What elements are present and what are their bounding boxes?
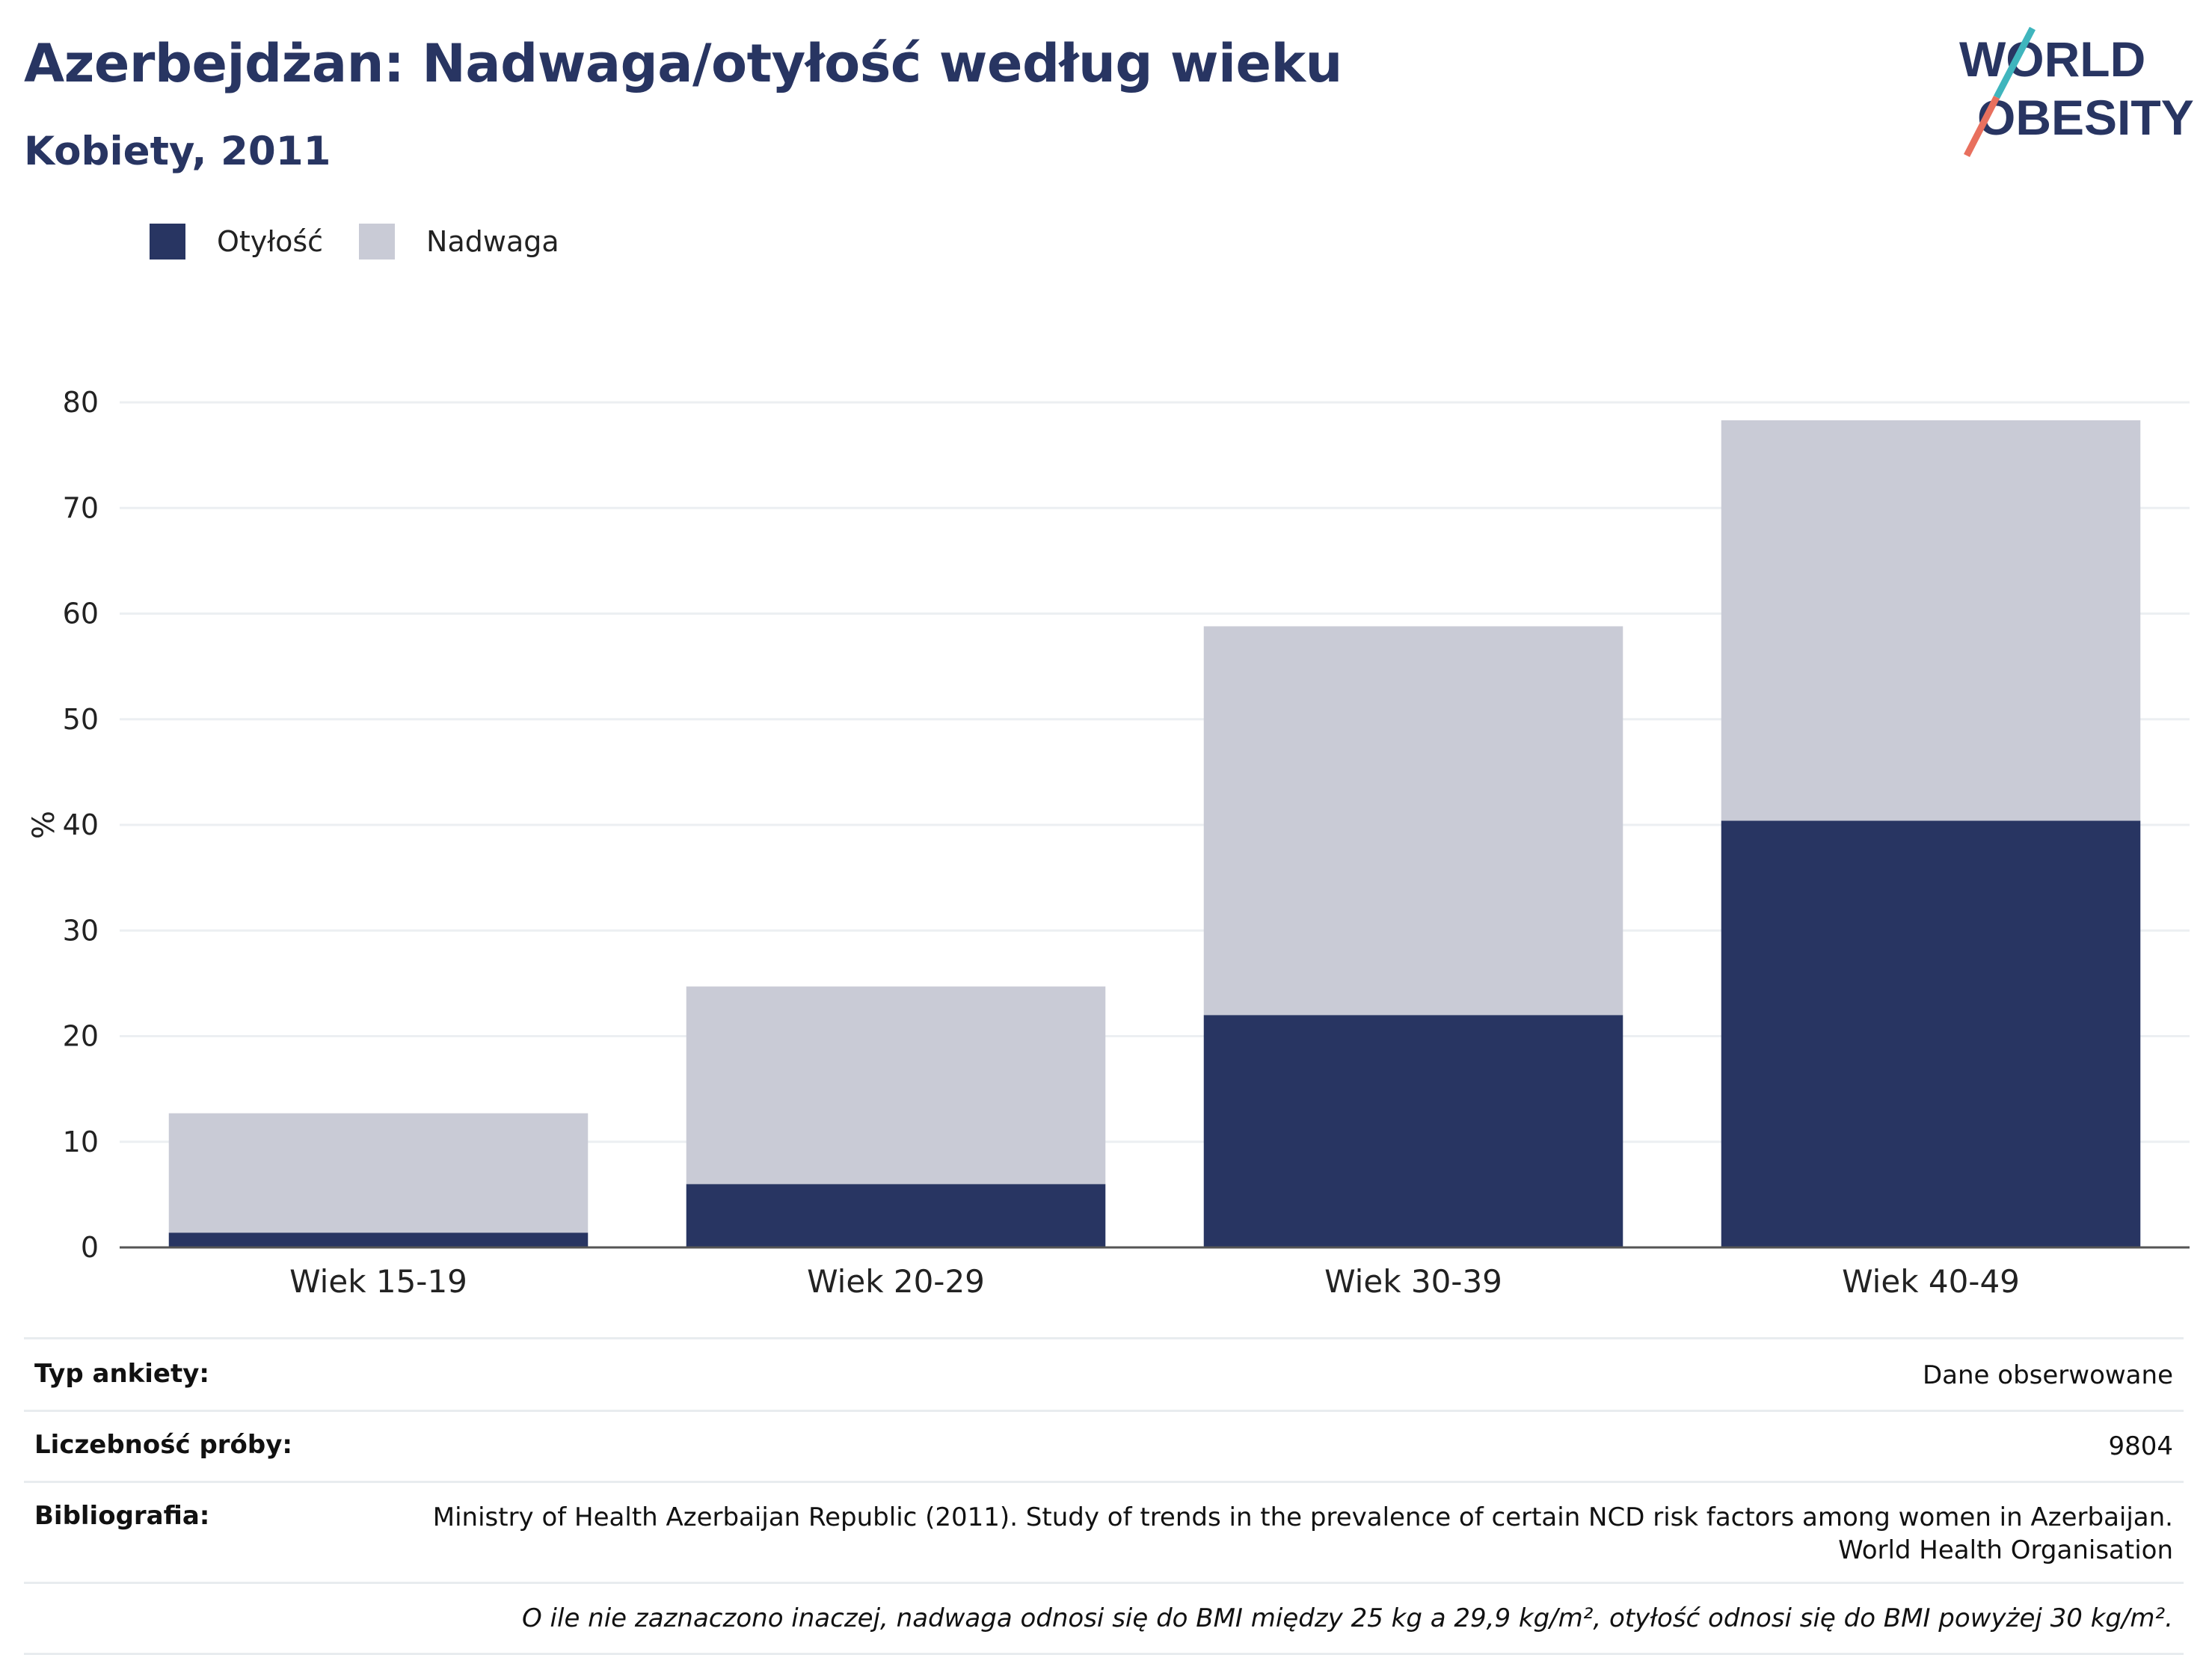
y-tick-label: 20: [63, 1020, 99, 1053]
bar-nadwaga: [168, 1113, 589, 1233]
bar-nadwaga: [1721, 420, 2141, 821]
y-tick-label: 30: [63, 914, 99, 947]
legend-swatch-nadwaga: [359, 224, 396, 260]
bar-otylosc: [168, 1232, 589, 1247]
chart-legend: Otyłość Nadwaga: [150, 223, 595, 260]
bar-otylosc: [1721, 820, 2141, 1247]
x-tick-label: Wiek 30-39: [1324, 1263, 1502, 1294]
y-tick-label: 80: [63, 386, 99, 419]
legend-label-nadwaga: Nadwaga: [426, 225, 559, 258]
y-tick-label: 10: [63, 1126, 99, 1158]
legend-swatch-otylosc: [150, 224, 185, 260]
bar-otylosc: [686, 1184, 1106, 1247]
legend-label-otylosc: Otyłość: [217, 225, 324, 258]
survey-type-label: Typ ankiety:: [34, 1359, 209, 1389]
info-row-survey-type: Typ ankiety: Dane obserwowane: [24, 1337, 2184, 1410]
stacked-bar-chart: 0 10 20 30 40 50 60 70 80% Wiek 15-19 Wiek 20-29 Wi…: [27, 386, 2190, 1294]
x-tick-label: Wiek 40-49: [1842, 1263, 2020, 1294]
bar-nadwaga: [686, 986, 1106, 1185]
world-obesity-logo: WORLD OBESITY: [1959, 26, 2194, 158]
logo-slash-bottom: [1963, 95, 2000, 158]
survey-type-value: Dane obserwowane: [1922, 1360, 2173, 1390]
y-axis-label: %: [27, 811, 61, 839]
y-tick-label: 50: [63, 703, 99, 736]
page-title: Azerbejdżan: Nadwaga/otyłość według wiek…: [24, 33, 1342, 94]
y-tick-label: 60: [63, 598, 99, 630]
sample-size-label: Liczebność próby:: [34, 1430, 293, 1460]
logo-line2: OBESITY: [1977, 90, 2194, 145]
definition-note: O ile nie zaznaczono inaczej, nadwaga od…: [24, 1582, 2184, 1655]
y-tick-label: 70: [63, 491, 99, 524]
sample-size-value: 9804: [2108, 1431, 2173, 1461]
bar-otylosc: [1203, 1015, 1623, 1247]
page-subtitle: Kobiety, 2011: [24, 129, 331, 174]
info-row-bibliography: Bibliografia: Ministry of Health Azerbai…: [24, 1481, 2184, 1582]
y-tick-label: 40: [63, 808, 99, 841]
logo-slash-top: [1994, 26, 2036, 99]
bibliography-line1: Ministry of Health Azerbaijan Republic (…: [432, 1502, 2173, 1532]
bar-nadwaga: [1203, 626, 1623, 1016]
info-table: Typ ankiety: Dane obserwowane Liczebność…: [24, 1337, 2184, 1655]
info-row-sample-size: Liczebność próby: 9804: [24, 1410, 2184, 1481]
x-tick-label: Wiek 20-29: [807, 1263, 985, 1294]
bibliography-value: Ministry of Health Azerbaijan Republic (…: [433, 1501, 2173, 1567]
x-tick-label: Wiek 15-19: [289, 1263, 467, 1294]
logo-line1: WORLD: [1959, 31, 2145, 87]
bibliography-label: Bibliografia:: [34, 1501, 210, 1531]
legend-item-otylosc: Otyłość: [150, 224, 323, 260]
legend-item-nadwaga: Nadwaga: [359, 224, 559, 260]
bibliography-line2: World Health Organisation: [1838, 1535, 2173, 1565]
y-tick-label: 0: [81, 1231, 99, 1264]
